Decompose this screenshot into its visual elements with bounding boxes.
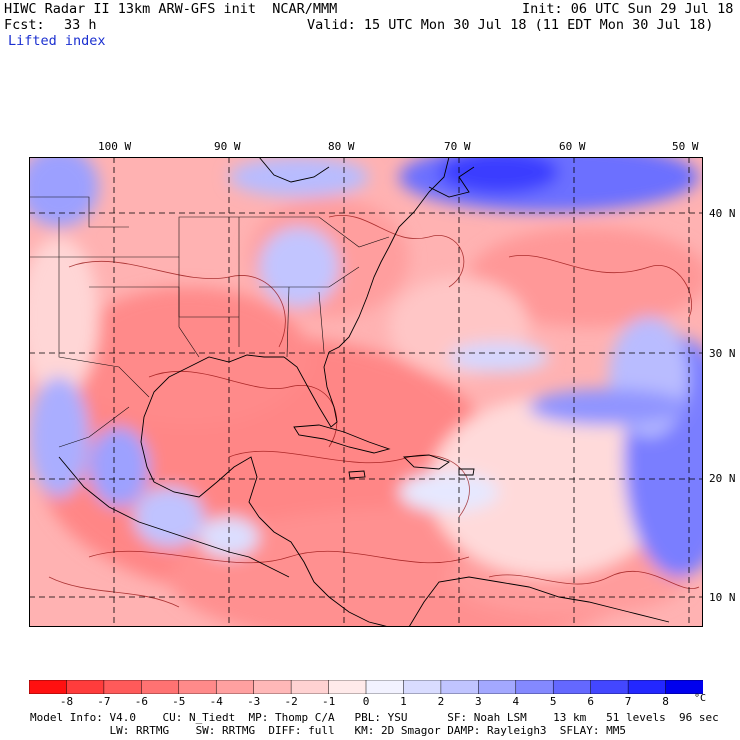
model-info-line1: Model Info: V4.0 CU: N_Tiedt MP: Thomp C… xyxy=(30,711,719,724)
colorbar-tick: -6 xyxy=(134,695,148,708)
colorbar-tick: -5 xyxy=(172,695,186,708)
lat-label-20n: 20 N xyxy=(709,472,736,485)
colorbar-swatch xyxy=(440,680,480,694)
lon-label-60w: 60 W xyxy=(559,140,586,153)
colorbar-swatch xyxy=(665,680,703,694)
latlon-grid xyxy=(29,157,703,627)
lat-label-40n: 40 N xyxy=(709,207,736,220)
colorbar-tick: 3 xyxy=(475,695,482,708)
colorbar-swatch xyxy=(178,680,217,694)
colorbar-tick: 4 xyxy=(512,695,520,708)
colorbar-unit: °C xyxy=(694,693,707,704)
colorbar-swatch xyxy=(590,680,629,694)
forecast-label: Fcst: xyxy=(4,17,45,33)
model-info-line2: LW: RRTMG SW: RRTMG DIFF: full KM: 2D Sm… xyxy=(30,724,627,737)
political-borders xyxy=(29,196,390,448)
colorbar-tick: -2 xyxy=(284,695,298,708)
colorbar-tick: 6 xyxy=(587,695,594,708)
colorbar-swatch xyxy=(290,680,330,694)
colorbar-tick: 2 xyxy=(437,695,445,708)
forecast-hour: 33 h xyxy=(64,17,97,33)
colorbar-swatch xyxy=(66,680,105,694)
colorbar-tick: 5 xyxy=(549,695,557,708)
colorbar-tick: 8 xyxy=(662,695,669,708)
colorbar-tick: -1 xyxy=(321,695,336,708)
lifted-index-map xyxy=(29,157,703,627)
colorbar-swatch xyxy=(515,680,554,694)
colorbar-swatch xyxy=(141,680,180,694)
lat-label-10n: 10 N xyxy=(709,591,736,604)
colorbar-swatch xyxy=(403,680,442,694)
lon-label-100w: 100 W xyxy=(98,140,132,153)
colorbar-tick: -3 xyxy=(247,695,261,708)
colorbar-tick: 7 xyxy=(624,695,632,708)
lon-label-80w: 80 W xyxy=(328,140,355,153)
colorbar-swatch xyxy=(552,680,592,694)
colorbar-swatch xyxy=(29,680,68,694)
colorbar-tick: -7 xyxy=(97,695,111,708)
li-contours xyxy=(48,215,700,608)
colorbar-swatch xyxy=(103,680,143,694)
colorbar-tick: 0 xyxy=(362,695,370,708)
colorbar-swatch xyxy=(627,680,667,694)
colorbar-tick: -4 xyxy=(209,695,223,708)
colorbar-swatch xyxy=(328,680,367,694)
init-time: Init: 06 UTC Sun 29 Jul 18 xyxy=(522,1,734,17)
field-name: Lifted index xyxy=(8,33,106,49)
coastlines xyxy=(58,157,670,627)
lon-label-70w: 70 W xyxy=(444,140,471,153)
colorbar-swatch xyxy=(215,680,255,694)
model-title: HIWC Radar II 13km ARW-GFS init NCAR/MMM xyxy=(4,1,338,17)
valid-time: Valid: 15 UTC Mon 30 Jul 18 (11 EDT Mon … xyxy=(307,17,714,33)
map-canvas xyxy=(29,157,703,627)
colorbar xyxy=(29,680,703,694)
colorbar-tick: -8 xyxy=(59,695,74,708)
colorbar-swatch xyxy=(253,680,292,694)
colorbar-tick: 1 xyxy=(400,695,407,708)
colorbar-swatch xyxy=(365,680,405,694)
lon-label-50w: 50 W xyxy=(672,140,699,153)
colorbar-swatch xyxy=(478,680,517,694)
lon-label-90w: 90 W xyxy=(214,140,241,153)
map-frame xyxy=(29,157,703,627)
lat-label-30n: 30 N xyxy=(709,347,736,360)
